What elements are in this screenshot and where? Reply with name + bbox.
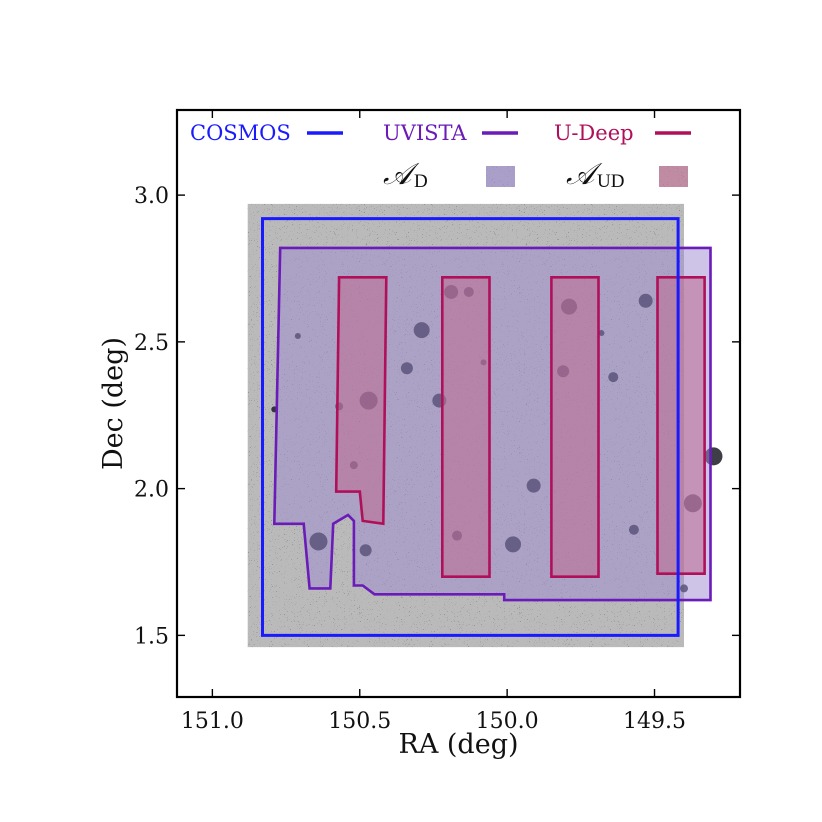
legend-item-cosmos: COSMOS [190,121,343,145]
legend-label: U-Deep [554,121,634,145]
legend: COSMOS UVISTA U-Deep 𝒜 D 𝒜 UD [190,121,691,192]
x-axis-label: RA (deg) [398,729,518,760]
region-u-deep-polygon [440,275,491,579]
y-tick-label: 2.5 [134,331,169,356]
axis-ticks: 151.0 150.5 150.0 149.5 1.5 2.0 2.5 3.0 [134,110,740,734]
region-cosmos-polygon [261,217,680,637]
y-tick-label: 2.0 [134,478,169,503]
plot-area [247,203,723,648]
region-u-deep-polygon [656,275,706,576]
y-tick-label: 1.5 [134,624,169,649]
legend-item-a-ud: 𝒜 UD [566,158,688,192]
legend-item-uvista: UVISTA [383,121,518,145]
y-tick-label: 3.0 [134,184,169,209]
region-u-deep [334,275,706,579]
legend-label: UVISTA [383,121,467,145]
legend-patch [486,166,515,187]
region-cosmos [261,217,680,637]
survey-regions [261,217,712,637]
legend-subscript: UD [597,171,624,192]
x-tick-label: 150.5 [328,709,391,734]
region-u-deep-polygon [550,275,600,579]
y-axis-label: Dec (deg) [98,337,129,470]
x-tick-label: 151.0 [181,709,244,734]
region-u-deep-polygon [334,275,388,526]
x-tick-label: 150.0 [476,709,539,734]
legend-subscript: D [414,171,428,192]
legend-label: COSMOS [190,121,291,145]
x-tick-label: 149.5 [623,709,686,734]
legend-item-u-deep: U-Deep [554,121,691,145]
legend-patch [659,166,688,187]
axes-frame [175,108,742,699]
